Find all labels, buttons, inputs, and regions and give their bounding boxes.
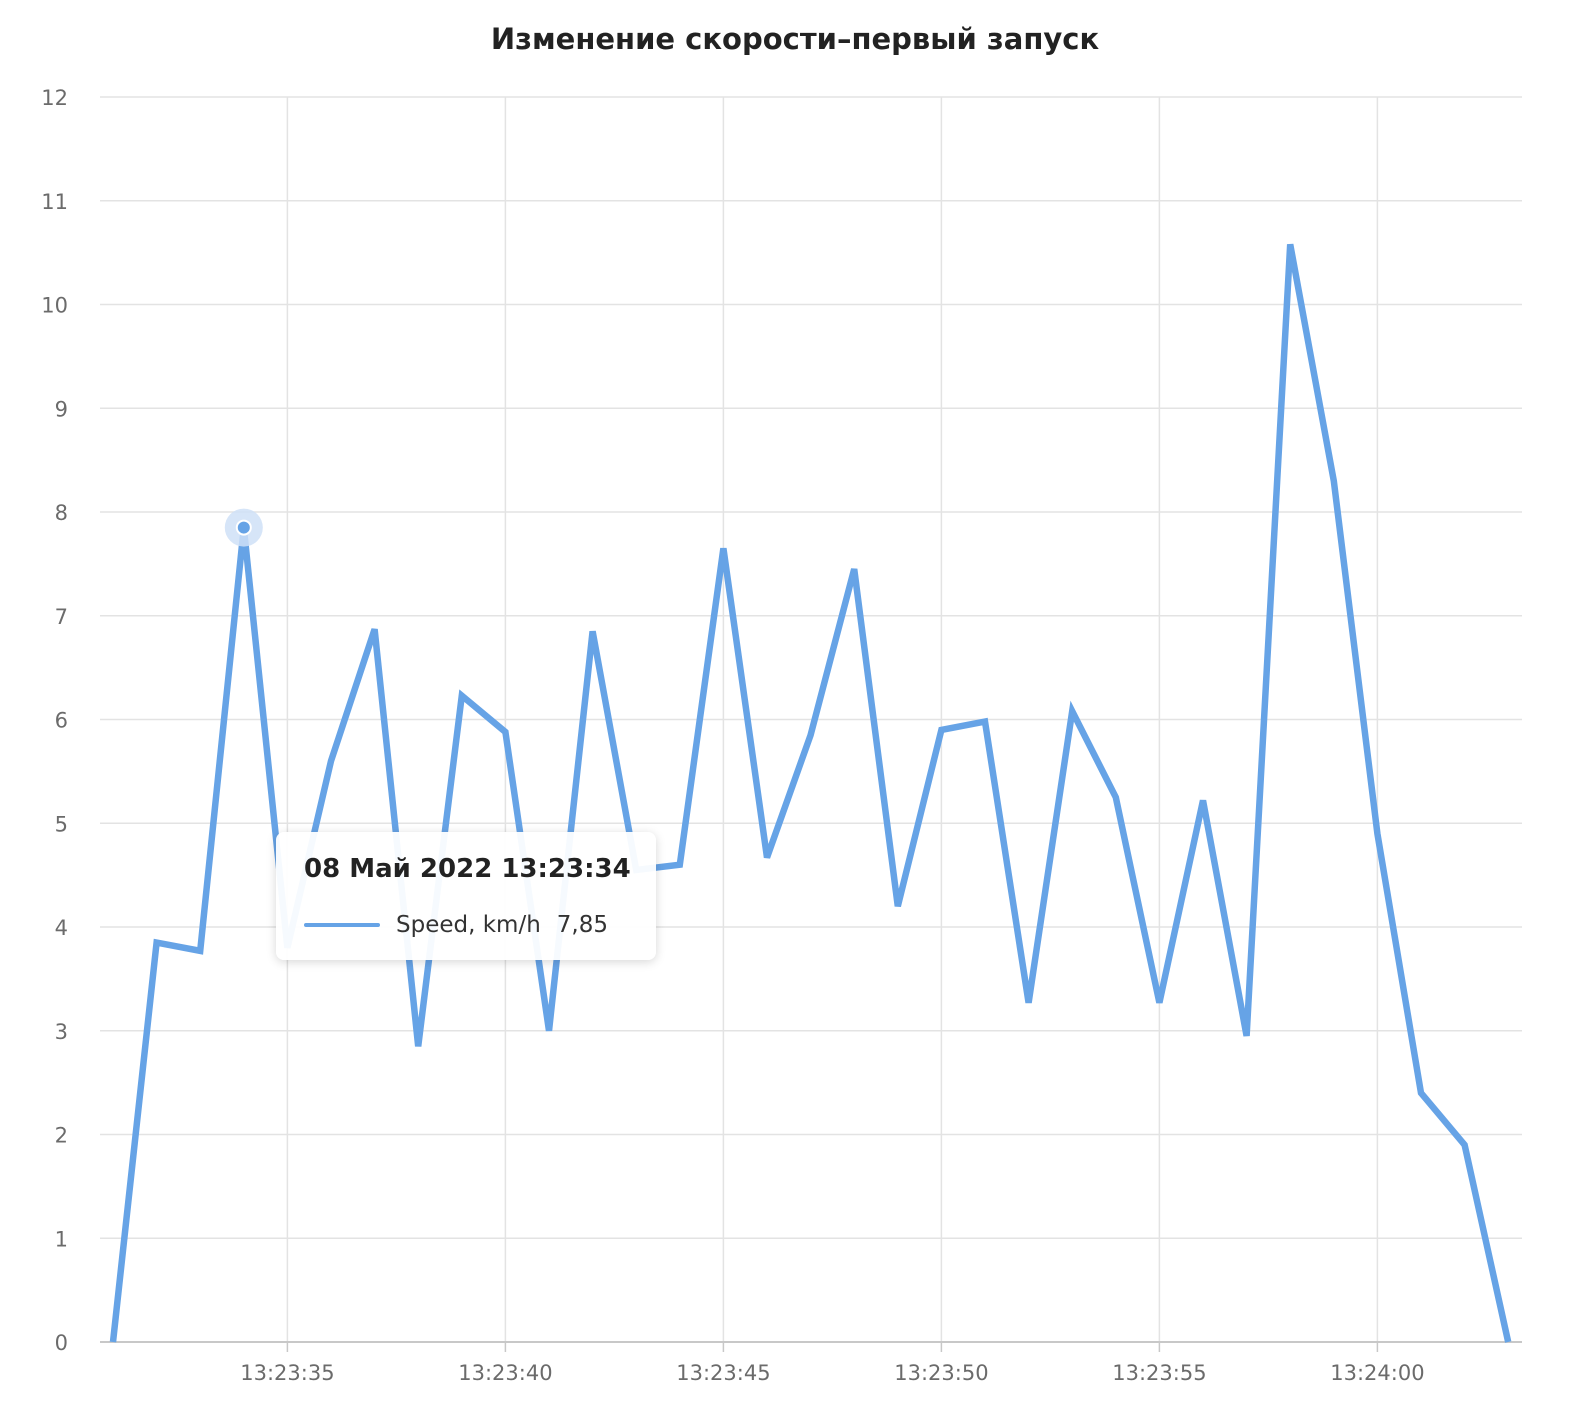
y-tick-label: 7 (55, 605, 68, 629)
x-tick-label: 13:23:45 (676, 1361, 770, 1385)
y-tick-label: 2 (55, 1124, 68, 1148)
tooltip: 08 Май 2022 13:23:34 Speed, km/h 7,85 (276, 832, 656, 960)
grid (100, 96, 1522, 1342)
y-tick-label: 10 (41, 294, 68, 318)
highlight-point[interactable] (235, 519, 252, 536)
x-tick-label: 13:23:55 (1112, 1361, 1206, 1385)
x-tick-label: 13:24:00 (1330, 1361, 1424, 1385)
y-tick-label: 3 (55, 1020, 68, 1044)
y-tick-label: 8 (55, 501, 68, 525)
x-tick-label: 13:23:35 (240, 1361, 334, 1385)
chart-title: Изменение скорости–первый запуск (490, 22, 1100, 56)
y-tick-label: 12 (41, 86, 68, 110)
x-tick-label: 13:23:50 (894, 1361, 988, 1385)
y-tick-label: 9 (55, 397, 68, 421)
y-tick-label: 4 (55, 916, 68, 940)
y-tick-label: 5 (55, 812, 68, 836)
tooltip-series-value: 7,85 (556, 912, 608, 938)
y-tick-label: 1 (55, 1227, 68, 1251)
y-tick-label: 11 (41, 190, 68, 214)
tooltip-title: 08 Май 2022 13:23:34 (304, 854, 631, 884)
highlight-marker (224, 508, 263, 547)
x-tick-label: 13:23:40 (458, 1361, 552, 1385)
y-tick-label: 6 (55, 709, 68, 733)
speed-line[interactable] (109, 243, 1512, 1343)
tooltip-series-label: Speed, km/h (396, 912, 541, 938)
series-speed[interactable] (109, 243, 1512, 1343)
y-tick-label: 0 (55, 1331, 68, 1355)
tooltip-row: Speed, km/h 7,85 (304, 912, 608, 938)
tooltip-series-swatch (304, 923, 380, 927)
